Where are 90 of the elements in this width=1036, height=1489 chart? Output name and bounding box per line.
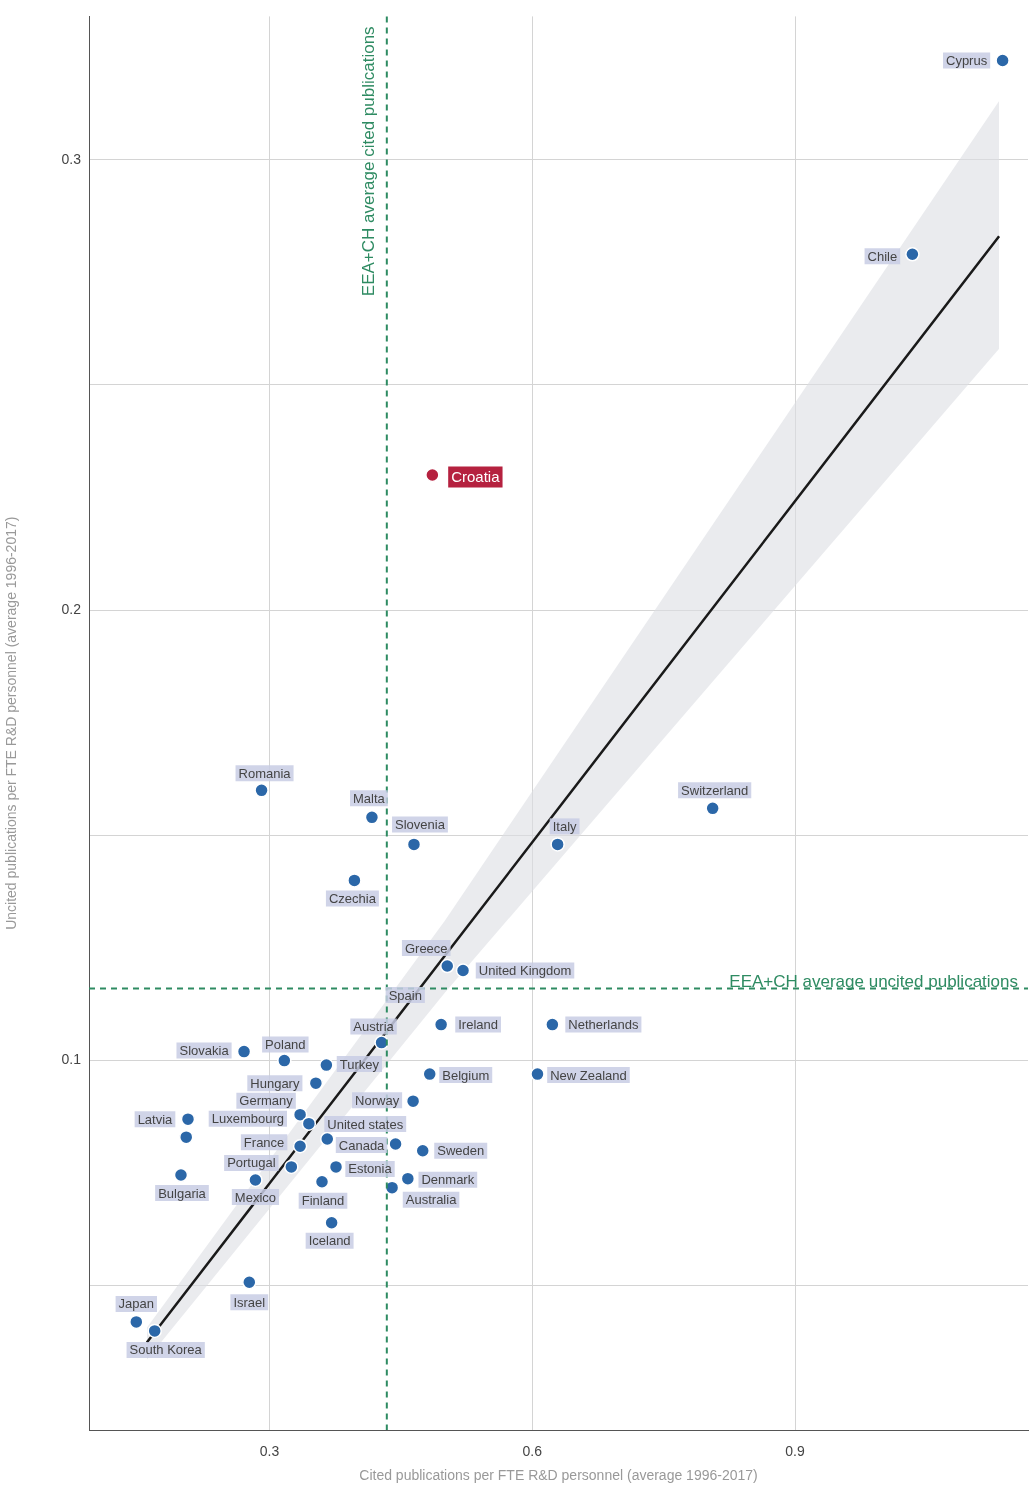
annotation: Poland xyxy=(265,1037,306,1053)
point xyxy=(314,1174,330,1190)
point xyxy=(242,1274,257,1290)
point xyxy=(530,1066,545,1082)
point xyxy=(433,1017,449,1032)
annotation: Chile xyxy=(867,248,898,264)
point xyxy=(277,1053,292,1068)
annotation: Slovakia xyxy=(179,1043,230,1059)
point xyxy=(545,1017,560,1032)
y-tick-label: 0.3 xyxy=(61,150,82,167)
y-axis-title: Uncited publications per FTE R&D personnel (average 1996-2017) xyxy=(3,516,20,930)
annotation: Austria xyxy=(353,1019,395,1035)
annotation: Norway xyxy=(355,1092,400,1108)
point xyxy=(364,810,380,825)
annotation: Croatia xyxy=(451,468,501,486)
annotation: Mexico xyxy=(234,1189,277,1205)
annotation: Malta xyxy=(353,790,386,806)
point xyxy=(324,1215,339,1231)
annotation: Luxembourg xyxy=(211,1111,284,1127)
annotation: Italy xyxy=(552,818,578,834)
ref-line-label: EEA+CH average uncited publications xyxy=(729,971,1018,991)
annotation: Bulgaria xyxy=(158,1185,207,1201)
annotation: Spain xyxy=(388,987,422,1003)
point xyxy=(550,837,565,852)
annotation: Denmark xyxy=(421,1172,475,1188)
annotation: Ireland xyxy=(458,1017,498,1033)
point xyxy=(292,1138,308,1154)
annotation: Belgium xyxy=(442,1067,490,1083)
point xyxy=(254,783,269,798)
annotation: Turkey xyxy=(339,1056,380,1072)
annotation: New Zealand xyxy=(550,1067,627,1083)
annotation: Estonia xyxy=(348,1161,393,1177)
point xyxy=(301,1116,317,1131)
y-tick-label: 0.2 xyxy=(61,600,82,617)
point xyxy=(440,958,455,974)
annotation: Australia xyxy=(405,1192,458,1208)
point xyxy=(425,467,440,483)
ref-line-label: EEA+CH average cited publications xyxy=(359,26,378,297)
annotation: Canada xyxy=(338,1137,386,1153)
point xyxy=(292,1107,308,1122)
point xyxy=(905,247,920,262)
annotation: Hungary xyxy=(250,1075,300,1091)
point xyxy=(347,873,362,888)
annotation: Latvia xyxy=(137,1111,174,1127)
annotation: Portugal xyxy=(227,1155,276,1171)
annotation: Switzerland xyxy=(681,782,749,798)
point xyxy=(422,1066,437,1082)
point xyxy=(400,1171,416,1186)
point xyxy=(284,1159,299,1175)
y-tick-label: 0.1 xyxy=(61,1051,82,1068)
point xyxy=(455,963,471,978)
point xyxy=(388,1136,403,1152)
point xyxy=(248,1172,263,1188)
point xyxy=(405,1093,421,1109)
annotation: Cyprus xyxy=(946,53,988,69)
point xyxy=(328,1159,344,1175)
point xyxy=(308,1075,324,1091)
x-axis-title: Cited publications per FTE R&D personnel (average 1996-2017) xyxy=(359,1467,758,1484)
annotation: South Korea xyxy=(129,1342,203,1358)
annotation: Finland xyxy=(301,1193,345,1209)
annotation: United Kingdom xyxy=(478,963,572,979)
point xyxy=(147,1323,162,1339)
x-tick-label: 0.9 xyxy=(785,1443,805,1460)
point xyxy=(173,1167,189,1183)
point xyxy=(995,53,1010,68)
annotation: Greece xyxy=(404,940,448,956)
point xyxy=(319,1057,334,1073)
annotation: Israel xyxy=(233,1294,266,1310)
x-tick-label: 0.3 xyxy=(259,1443,280,1460)
annotation: Netherlands xyxy=(568,1017,639,1033)
annotation: United states xyxy=(327,1116,404,1132)
point xyxy=(236,1044,252,1059)
point xyxy=(178,1129,194,1145)
point xyxy=(129,1314,144,1330)
annotation: Romania xyxy=(238,765,292,781)
annotation: France xyxy=(243,1134,285,1150)
annotation: Czechia xyxy=(328,890,377,906)
point xyxy=(406,837,422,852)
point xyxy=(180,1111,196,1127)
annotation: Sweden xyxy=(437,1143,485,1159)
annotation: Slovenia xyxy=(395,816,446,832)
annotation: Japan xyxy=(118,1296,155,1312)
x-tick-label: 0.6 xyxy=(522,1443,543,1460)
point xyxy=(384,1180,400,1195)
annotation: Iceland xyxy=(308,1233,351,1249)
annotation: Germany xyxy=(239,1093,294,1109)
point xyxy=(320,1131,335,1147)
point xyxy=(705,801,720,816)
point xyxy=(415,1143,430,1158)
point xyxy=(374,1035,389,1050)
